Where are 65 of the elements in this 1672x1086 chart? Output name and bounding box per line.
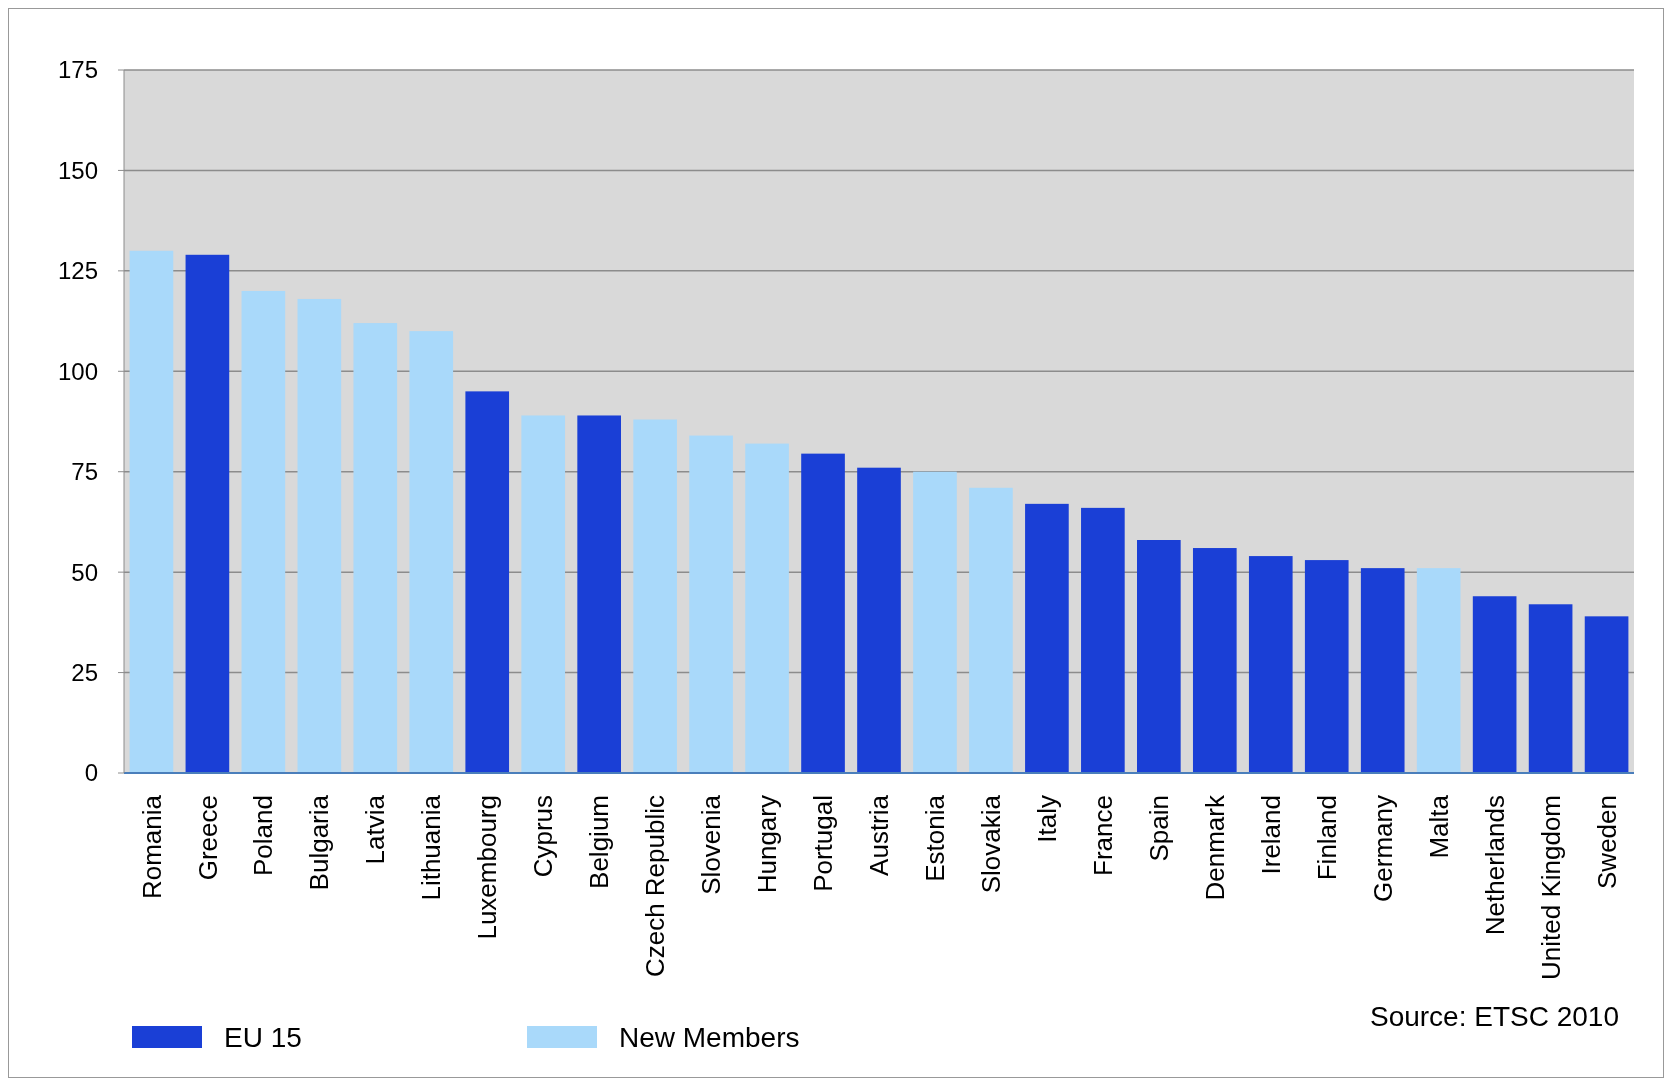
bar <box>521 415 566 773</box>
x-tick-label: Romania <box>136 794 167 900</box>
bar <box>353 323 398 773</box>
bar <box>1528 604 1573 773</box>
x-tick-label: Cyprus <box>528 795 559 878</box>
x-tick-label: Czech Republic <box>640 795 671 978</box>
bar <box>1137 540 1181 773</box>
bar <box>241 290 286 773</box>
x-tick-label: Hungary <box>752 795 783 894</box>
y-tick-label: 150 <box>57 156 98 184</box>
y-tick-label: 75 <box>71 458 98 486</box>
bar <box>297 298 342 773</box>
y-tick-label: 175 <box>57 56 98 84</box>
x-tick-label: Malta <box>1423 794 1454 859</box>
x-tick-label: Spain <box>1143 795 1174 862</box>
bar <box>969 487 1013 773</box>
bar <box>465 391 510 773</box>
source-note: Source: ETSC 2010 <box>1369 1001 1619 1032</box>
y-tick-label: 125 <box>57 257 98 285</box>
x-tick-label: Estonia <box>920 794 951 882</box>
bar <box>1304 560 1349 773</box>
y-tick-label: 0 <box>84 759 98 787</box>
bar <box>1472 596 1517 773</box>
x-tick-label: Germany <box>1367 795 1398 902</box>
bar <box>577 415 621 773</box>
x-tick-label: Italy <box>1032 795 1062 843</box>
bar <box>129 250 174 773</box>
y-tick-label: 25 <box>71 658 98 686</box>
bar <box>409 331 454 773</box>
x-tick-label: United Kingdom <box>1535 795 1566 980</box>
legend-label: EU 15 <box>224 1021 302 1053</box>
bar <box>1081 507 1125 773</box>
x-tick-label: Poland <box>248 795 279 876</box>
bar <box>857 467 901 773</box>
bar <box>185 254 230 773</box>
bar <box>1360 568 1405 773</box>
bar <box>1584 616 1629 773</box>
x-tick-label: Slovakia <box>976 794 1007 894</box>
bar <box>1192 548 1237 773</box>
legend-label: New Members <box>619 1021 800 1053</box>
y-tick-label: 100 <box>57 357 98 385</box>
bar <box>1248 556 1293 773</box>
y-tick-label: 50 <box>71 558 98 586</box>
bar <box>689 435 733 773</box>
x-tick-label: Slovenia <box>696 794 727 895</box>
bar <box>1025 503 1069 773</box>
bar <box>745 443 789 773</box>
x-tick-label: Greece <box>192 795 223 881</box>
bar <box>801 453 845 773</box>
bar <box>913 471 957 773</box>
x-tick-label: Portugal <box>808 795 839 892</box>
x-tick-label: Ireland <box>1255 795 1286 875</box>
bar <box>1416 568 1461 773</box>
x-tick-label: Finland <box>1311 795 1342 881</box>
x-tick-label: Denmark <box>1199 794 1230 901</box>
x-tick-label: Sweden <box>1591 795 1622 889</box>
x-tick-label: Lithuania <box>416 794 447 901</box>
bar <box>633 419 677 773</box>
x-tick-label: Belgium <box>584 795 615 889</box>
x-tick-label: Austria <box>864 794 895 876</box>
x-tick-label: Netherlands <box>1479 795 1510 936</box>
x-tick-label: Bulgaria <box>304 794 335 891</box>
x-tick-label: Latvia <box>360 794 391 865</box>
x-tick-label: France <box>1087 795 1118 876</box>
x-tick-label: Luxembourg <box>472 795 503 940</box>
